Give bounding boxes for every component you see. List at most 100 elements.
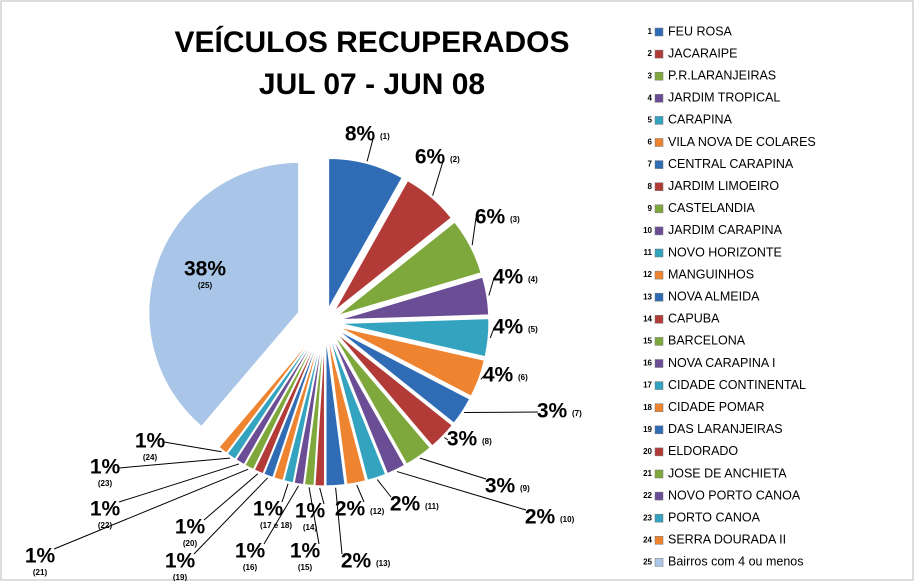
legend-label: ELDORADO (668, 444, 738, 458)
legend-label: NOVA ALMEIDA (668, 289, 760, 303)
pie-slice (263, 334, 321, 479)
data-label-note: (6) (518, 373, 528, 382)
leader-line (443, 437, 449, 441)
legend-label: JOSE DE ANCHIETA (668, 466, 787, 480)
legend-swatch (654, 226, 664, 236)
pie-slice (333, 179, 453, 312)
legend-label: CIDADE POMAR (668, 400, 765, 414)
pie-slice (244, 334, 320, 471)
leader-line (118, 463, 240, 503)
pie-slice (327, 335, 367, 486)
pie-slice (338, 276, 490, 321)
pie-slice (148, 161, 300, 428)
legend-swatch (654, 94, 664, 103)
pie-slice (338, 317, 490, 358)
legend-swatch (654, 49, 664, 59)
data-label: 6% (475, 206, 506, 229)
data-label-note: (5) (528, 325, 538, 334)
legend-swatch (654, 204, 664, 214)
legend-label: CIDADE CONTINENTAL (668, 378, 806, 392)
legend-swatch (654, 292, 664, 302)
legend-number: 4 (648, 93, 653, 102)
data-label-note: (22) (98, 521, 113, 530)
leader-line (396, 471, 527, 511)
legend-number: 21 (643, 469, 652, 478)
leader-line (203, 473, 259, 521)
leader-line (319, 487, 325, 505)
pie-slice (332, 333, 432, 465)
leader-line (263, 485, 299, 545)
legend-number: 20 (643, 447, 652, 456)
leader-line (53, 468, 249, 550)
pie-slice (253, 334, 320, 475)
legend-label: NOVA CARAPINA I (668, 356, 775, 370)
pie-slice (226, 333, 318, 461)
pie-slice (293, 335, 324, 486)
pie-slice (272, 335, 322, 482)
pie-slice (218, 332, 317, 454)
legend-swatch (654, 270, 664, 280)
legend-swatch (654, 447, 664, 457)
data-label-note: (3) (510, 215, 520, 224)
legend-number: 16 (643, 359, 652, 368)
legend-label: CAPUBA (668, 312, 720, 326)
legend-label: P.R.LARANJEIRAS (668, 68, 776, 82)
data-label: 2% (335, 498, 366, 521)
data-label-note: (13) (376, 559, 391, 568)
legend-swatch (654, 315, 664, 324)
pie-slice (337, 326, 486, 398)
data-label: 2% (390, 493, 421, 516)
legend-label: PORTO CANOA (668, 510, 761, 524)
legend-number: 9 (648, 204, 653, 213)
legend-label: JARDIM TROPICAL (668, 91, 780, 105)
legend-number: 18 (643, 403, 652, 412)
pie-slice (334, 331, 454, 447)
data-label-note: (21) (33, 568, 48, 577)
legend-label: SERRA DOURADA II (668, 533, 786, 547)
legend-swatch (654, 160, 664, 169)
data-label: 1% (235, 540, 266, 563)
leader-line (464, 411, 539, 414)
leader-line (308, 487, 320, 545)
leader-line (356, 484, 365, 503)
legend-label: VILA NOVA DE COLARES (668, 135, 816, 149)
data-label-note: (8) (482, 437, 492, 446)
data-label: 3% (447, 428, 478, 451)
data-label: 1% (25, 545, 56, 568)
data-label: 1% (90, 456, 121, 479)
leader-line (488, 277, 495, 296)
data-label-note: (1) (380, 132, 390, 141)
legend-number: 12 (643, 270, 652, 279)
leader-line (163, 441, 222, 453)
data-label-note: (9) (520, 484, 530, 493)
legend-label: DAS LARANJEIRAS (668, 422, 783, 436)
chart-title: VEÍCULOS RECUPERADOS (174, 25, 569, 59)
legend-swatch (654, 182, 664, 191)
legend-swatch (654, 513, 664, 523)
data-label: 1% (90, 498, 121, 521)
legend-swatch (654, 469, 664, 479)
legend-number: 8 (648, 182, 653, 191)
legend-number: 13 (643, 292, 652, 301)
pie-slice (235, 333, 319, 466)
legend-label: MANGUINHOS (668, 267, 754, 281)
data-label: 4% (483, 364, 514, 387)
legend-swatch (654, 558, 664, 567)
leader-line (480, 375, 485, 380)
legend-swatch (654, 138, 664, 147)
data-label-note: (24) (143, 453, 158, 462)
leader-line (366, 134, 375, 162)
data-label-note: (10) (560, 515, 575, 524)
pie-slice (314, 335, 326, 487)
chart-subtitle: JUL 07 - JUN 08 (259, 68, 485, 101)
pie-slice (325, 335, 346, 487)
data-label: 1% (295, 500, 326, 523)
leader-line (193, 477, 269, 555)
legend-number: 10 (643, 226, 652, 235)
legend-swatch (654, 359, 664, 368)
data-label: 1% (135, 430, 166, 453)
legend-number: 11 (644, 248, 653, 257)
legend-number: 24 (643, 535, 652, 544)
legend-number: 19 (643, 425, 652, 434)
